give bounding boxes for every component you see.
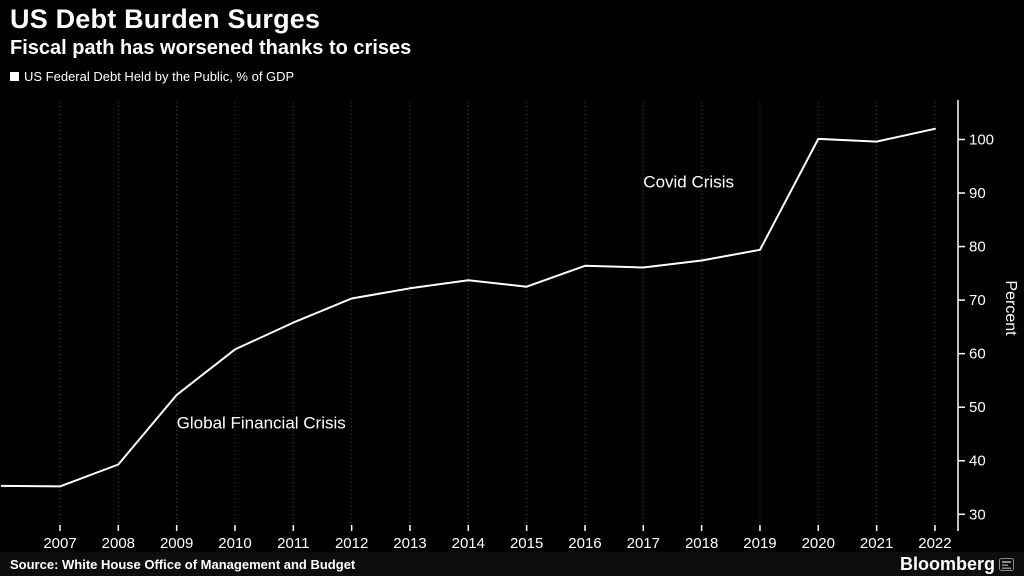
svg-text:80: 80 [969, 239, 986, 256]
svg-text:2013: 2013 [393, 535, 426, 552]
svg-text:Covid Crisis: Covid Crisis [643, 173, 734, 192]
svg-text:2016: 2016 [568, 535, 601, 552]
chart-subtitle: Fiscal path has worsened thanks to crise… [10, 37, 412, 59]
source-note: Source: White House Office of Management… [10, 556, 356, 572]
series-debt-line [0, 127, 936, 488]
svg-text:90: 90 [969, 185, 986, 202]
svg-text:2011: 2011 [277, 535, 309, 552]
svg-text:2014: 2014 [452, 535, 485, 552]
svg-text:100: 100 [969, 131, 994, 148]
legend-marker-icon [10, 72, 19, 81]
svg-text:2018: 2018 [685, 535, 718, 552]
svg-text:2015: 2015 [510, 535, 543, 552]
svg-text:2019: 2019 [743, 535, 776, 552]
svg-text:70: 70 [969, 292, 986, 309]
y-axis-labels: 30 40 50 60 70 80 90 100 [958, 131, 994, 523]
svg-text:50: 50 [969, 399, 986, 416]
svg-text:Percent: Percent [1002, 280, 1019, 336]
gridlines [59, 102, 936, 525]
svg-text:Global Financial Crisis: Global Financial Crisis [177, 414, 346, 433]
svg-text:2021: 2021 [860, 535, 893, 552]
legend: US Federal Debt Held by the Public, % of… [10, 69, 1024, 84]
x-axis-labels: 2007 2008 2009 2010 2011 2012 2013 2014 2015 2016… [43, 525, 952, 552]
bloomberg-terminal-icon [999, 557, 1014, 571]
svg-text:2007: 2007 [43, 535, 76, 552]
bloomberg-logo: Bloomberg [900, 554, 1014, 575]
svg-text:2009: 2009 [160, 535, 193, 552]
line-chart: 30 40 50 60 70 80 90 100 2007 2008 2009 2010 2011 201… [0, 100, 1019, 552]
chart-title: US Debt Burden Surges [10, 4, 321, 34]
svg-text:2012: 2012 [335, 535, 368, 552]
svg-text:60: 60 [969, 346, 986, 363]
annotations: Global Financial Crisis Covid Crisis [177, 173, 734, 433]
svg-text:30: 30 [969, 506, 986, 523]
bloomberg-wordmark: Bloomberg [899, 553, 995, 574]
chart-header: US Debt Burden Surges Fiscal path has wo… [0, 0, 1024, 84]
svg-text:2017: 2017 [627, 535, 660, 552]
svg-text:40: 40 [969, 453, 986, 470]
svg-text:2022: 2022 [918, 535, 951, 552]
svg-text:2010: 2010 [218, 535, 251, 552]
svg-text:2020: 2020 [802, 535, 835, 552]
svg-text:2008: 2008 [102, 535, 135, 552]
legend-label: US Federal Debt Held by the Public, % of… [24, 69, 295, 84]
y-axis-title: Percent [1002, 280, 1019, 336]
footer-bar: Source: White House Office of Management… [0, 552, 1024, 576]
